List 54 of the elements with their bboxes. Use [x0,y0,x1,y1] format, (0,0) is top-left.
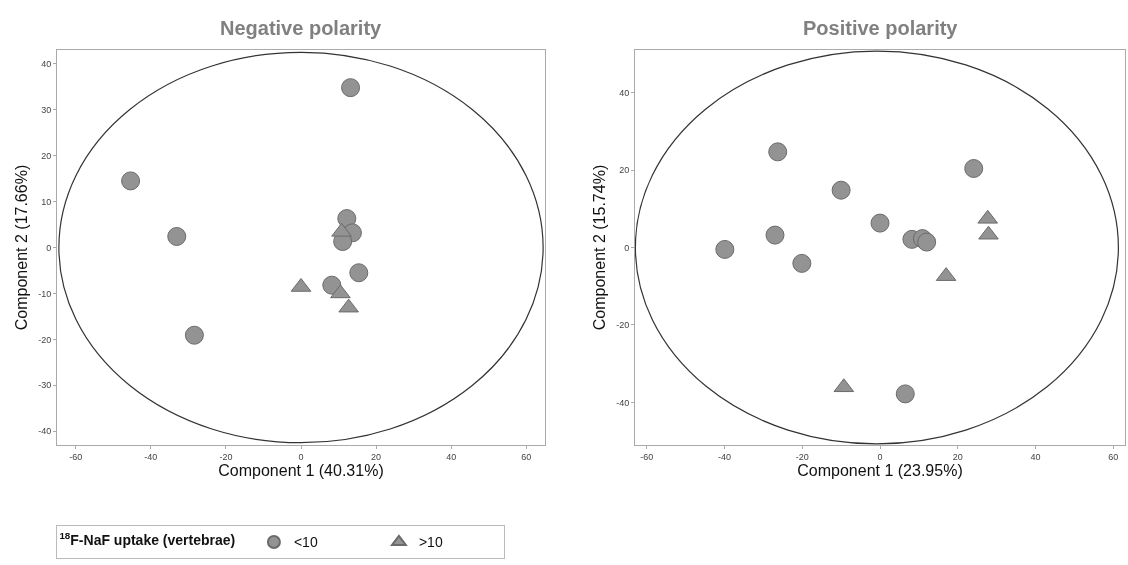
x-tick-label: 0 [298,451,304,462]
point [792,253,812,273]
x-tick-label: -40 [144,451,158,462]
point [341,78,361,98]
y-tick-label: 0 [46,242,52,253]
x-tick-label: 20 [371,451,382,462]
x-axis-title: Component 1 (23.95%) [797,462,963,480]
point [768,142,788,162]
x-tick-label: 60 [1108,451,1119,462]
y-tick-label: 30 [41,104,52,115]
point [870,213,890,233]
y-tick-label: 40 [619,87,630,98]
y-tick-label: 10 [41,196,52,207]
point [765,225,785,245]
y-tick-label: -20 [38,334,52,345]
x-tick-label: 40 [1030,451,1041,462]
y-axis-title: Component 2 (15.74%) [591,164,609,331]
legend-label: <10 [293,534,318,551]
x-axis-title: Component 1 (40.31%) [218,462,384,480]
x-tick-label: -40 [717,451,731,462]
x-tick-label: -60 [640,451,654,462]
x-tick-label: 20 [952,451,963,462]
x-tick-label: 60 [521,451,532,462]
point [895,384,915,404]
point [184,325,204,345]
y-tick-label: 40 [41,58,52,69]
x-tick-label: -20 [795,451,809,462]
chart-title: Negative polarity [220,17,383,39]
point [715,239,735,259]
chart-title: Positive polarity [803,17,959,39]
y-tick-label: -40 [616,397,630,408]
y-tick-label: -40 [38,426,52,437]
y-tick-label: 20 [619,165,630,176]
x-tick-label: -20 [219,451,233,462]
x-tick-label: -60 [69,451,83,462]
point [330,284,351,299]
x-tick-label: 0 [877,451,883,462]
point [121,171,141,191]
point [964,159,984,178]
point [167,226,187,246]
y-tick-label: -30 [38,380,52,391]
y-tick-label: 20 [41,150,52,161]
point [917,232,937,252]
point [349,263,369,283]
y-tick-label: 0 [624,242,630,253]
y-tick-label: -20 [616,320,630,331]
point [978,225,999,240]
point [831,180,851,200]
y-axis-title: Component 2 (17.66%) [13,164,31,331]
legend-title: $^{18}$F-NaF uptake (vertebrae) [59,529,236,548]
point [338,298,359,313]
legend-label: >10 [418,534,443,551]
y-tick-label: -10 [38,288,52,299]
x-tick-label: 40 [446,451,457,462]
